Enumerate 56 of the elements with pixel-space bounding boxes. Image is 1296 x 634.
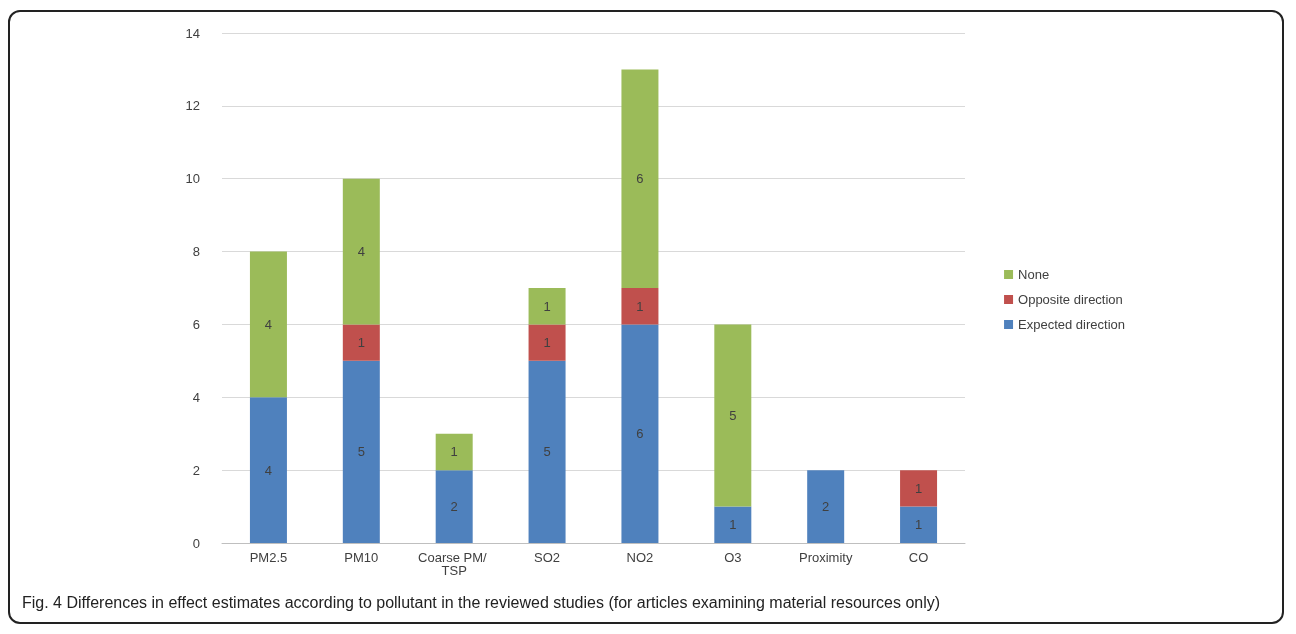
data-label: 1 — [729, 517, 737, 533]
data-label: 1 — [357, 335, 365, 351]
bar — [621, 69, 659, 288]
bar — [714, 506, 752, 543]
legend-label: Opposite direction — [1018, 292, 1123, 307]
y-tick-label: 14 — [185, 25, 200, 41]
bar — [621, 324, 659, 543]
data-label: 2 — [450, 499, 458, 515]
data-label: 5 — [543, 444, 551, 460]
y-tick-label: 6 — [192, 316, 200, 332]
bar — [528, 324, 566, 361]
data-label: 6 — [636, 426, 644, 442]
x-tick-label: SO2 — [534, 550, 561, 565]
data-label: 1 — [543, 335, 551, 351]
bar — [714, 324, 752, 507]
bar — [435, 433, 473, 471]
bar — [528, 288, 566, 325]
legend-label: None — [1018, 267, 1050, 282]
bar — [900, 506, 938, 543]
data-label: 1 — [543, 298, 551, 314]
y-tick-label: 2 — [192, 462, 200, 478]
bar — [342, 360, 380, 543]
bar — [621, 288, 659, 325]
bar — [900, 470, 938, 507]
bar — [435, 470, 473, 543]
data-label: 6 — [636, 171, 644, 187]
legend-label: Expected direction — [1018, 317, 1125, 332]
x-tick-label: Coarse PM/ TSP — [418, 550, 491, 578]
bar — [528, 360, 566, 543]
x-tick-label: PM10 — [344, 550, 379, 565]
bar — [249, 251, 287, 398]
data-label: 1 — [914, 517, 923, 533]
data-label: 2 — [822, 499, 830, 515]
bar — [342, 324, 380, 361]
x-tick-label: O3 — [724, 550, 742, 565]
y-tick-label: 8 — [192, 244, 200, 260]
bar — [249, 397, 287, 543]
data-label: 1 — [636, 298, 644, 314]
data-label: 4 — [357, 244, 365, 260]
x-tick-label: Proximity — [798, 550, 853, 565]
data-label: 5 — [729, 408, 737, 423]
x-tick-label: NO2 — [626, 550, 654, 565]
data-label: 1 — [914, 480, 923, 496]
y-tick-label: 10 — [185, 171, 200, 187]
data-label: 4 — [264, 462, 273, 478]
caption: Fig. 4 Differences in effect estimates according to pollutant in the reviewed studies (for articles examining material resources only) — [22, 594, 942, 612]
data-label: 5 — [357, 444, 365, 460]
bar — [342, 178, 380, 325]
x-tick-label: PM2.5 — [249, 550, 288, 565]
data-label: 4 — [264, 316, 273, 332]
y-tick-label: 0 — [192, 535, 200, 551]
y-tick-label: 4 — [192, 389, 200, 405]
bar — [807, 470, 845, 543]
x-tick-label: CO — [908, 550, 929, 565]
y-tick-label: 12 — [185, 98, 200, 114]
data-label: 1 — [450, 444, 458, 460]
